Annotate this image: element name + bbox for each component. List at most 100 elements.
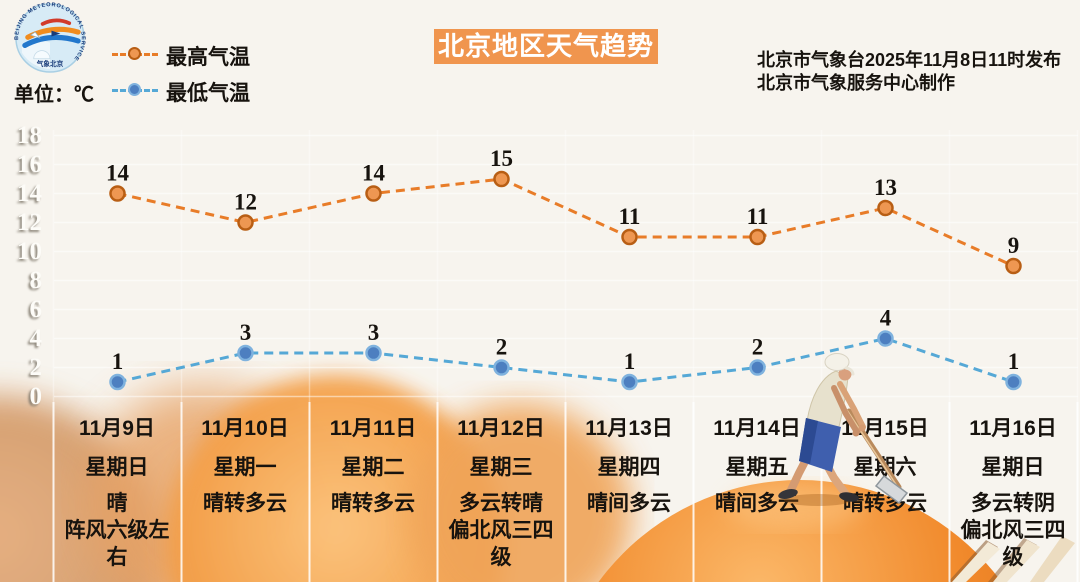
low-temp-point <box>877 330 894 347</box>
day-date: 11月16日 <box>969 417 1057 440</box>
big-orange <box>598 480 1002 582</box>
day-weather: 晴转多云 <box>203 492 287 515</box>
legend-high: 最高气温 <box>112 44 312 69</box>
y-tick-label: 18 <box>17 121 42 149</box>
day-column: 11月10日 星期一晴转多云 <box>181 0 309 582</box>
day-week: 星期二 <box>341 456 405 479</box>
meteorological-service-logo: BEIJING METEOROLOGICAL SERVICE 气象北京 <box>14 2 85 73</box>
day-date: 11月11日 <box>329 417 417 440</box>
day-columns: 11月9日 星期日晴 阵风六级左右 11月10日 星期一 晴转多云 11月11日 星期二 晴转… <box>53 0 1079 582</box>
point-value-label: 4 <box>880 306 892 331</box>
point-value-label: 11 <box>747 204 769 229</box>
person-shoe-right <box>839 492 859 502</box>
y-tick-label: 4 <box>29 324 43 352</box>
orange-highlight <box>725 481 865 529</box>
point-value-label: 2 <box>496 335 508 360</box>
day-weather: 多云转晴 偏北风三四级 <box>448 492 554 569</box>
point-value-label: 3 <box>240 320 252 345</box>
low-temp-point <box>109 373 126 391</box>
person-cap <box>824 353 850 371</box>
day-week: 星期五 <box>725 456 789 479</box>
legend-high-label: 最高气温 <box>166 46 250 69</box>
mop-pole <box>846 408 902 490</box>
point-value-label: 3 <box>368 320 380 345</box>
point-value-label: 14 <box>362 161 386 186</box>
day-week: 星期四 <box>597 456 661 479</box>
legend-low: 最低气温 <box>112 80 312 105</box>
unit-label: 单位：℃ <box>14 84 94 106</box>
high-temp-point <box>1005 257 1022 275</box>
high-temp-point <box>237 214 254 231</box>
y-tick-label: 16 <box>17 150 42 178</box>
low-marker-icon <box>128 83 141 96</box>
low-temp-point <box>493 359 510 376</box>
point-value-label: 1 <box>624 349 636 374</box>
point-value-label: 11 <box>619 204 641 229</box>
day-column: 11月14日 星期五晴间多云 <box>693 0 821 582</box>
y-tick-label: 2 <box>29 353 43 381</box>
day-date: 11月14日 <box>713 417 801 440</box>
day-column: 11月12日 星期三多云转晴 偏北风三四级 <box>437 0 565 582</box>
point-value-label: 15 <box>490 146 513 171</box>
blurred-orange-mid <box>408 403 632 582</box>
y-tick-label: 6 <box>29 295 43 323</box>
low-temp-point <box>621 373 638 391</box>
logo-bottom-text: 气象北京 <box>36 59 64 68</box>
publisher-line2: 北京市气象服务中心制作 <box>757 73 955 93</box>
high-temp-point <box>109 185 126 202</box>
point-value-label: 13 <box>874 175 897 200</box>
low-temp-line <box>117 336 1014 384</box>
day-weather: 晴 阵风六级左右 <box>64 492 170 569</box>
point-value-label: 2 <box>752 335 764 360</box>
day-week: 星期三 <box>469 456 533 479</box>
day-column: 11月9日星期日晴 阵风六级左右 <box>53 0 181 582</box>
day-week: 星期日 <box>85 456 149 479</box>
person-head <box>838 367 852 381</box>
day-date: 11月13日 <box>585 417 673 440</box>
point-value-label: 14 <box>106 161 130 186</box>
high-marker-icon <box>128 47 141 60</box>
point-value-label: 12 <box>234 190 257 215</box>
day-weather: 晴转多云 <box>843 492 927 515</box>
day-weather: 晴间多云 <box>715 492 799 515</box>
y-tick-label: 0 <box>29 382 43 410</box>
day-date: 11月9日 <box>79 417 155 440</box>
mop-head <box>874 474 909 505</box>
low-temp-point <box>365 344 382 362</box>
day-column: 11月13日 星期四晴间多云 <box>565 0 693 582</box>
y-tick-label: 10 <box>17 237 42 265</box>
day-weather: 晴转多云 <box>331 492 415 515</box>
person-near-arm <box>837 381 866 430</box>
publisher-line1: 北京市气象台2025年11月8日11时发布 <box>757 50 1062 70</box>
person-far-arm <box>831 385 860 435</box>
high-temp-point <box>749 228 766 246</box>
day-week: 星期一 <box>213 456 277 479</box>
day-date: 11月10日 <box>201 417 289 440</box>
low-temp-point <box>237 344 254 362</box>
day-date: 11月12日 <box>457 417 545 440</box>
low-temp-point <box>1005 373 1022 391</box>
y-tick-label: 14 <box>17 179 42 207</box>
high-temp-point <box>621 228 638 246</box>
y-tick-label: 12 <box>17 208 42 236</box>
high-temp-point <box>877 199 894 217</box>
day-week: 星期日 <box>981 456 1045 479</box>
day-weather: 晴间多云 <box>587 492 671 515</box>
ladder <box>948 536 1075 582</box>
point-value-label: 1 <box>112 349 124 374</box>
page-title: 北京地区天气趋势 <box>434 29 658 64</box>
person-shoe-left <box>778 489 798 499</box>
high-temp-point <box>493 170 510 188</box>
day-weather: 多云转阴 偏北风三四级 <box>960 492 1066 569</box>
day-column: 11月11日 星期二晴转多云 <box>309 0 437 582</box>
low-temp-point <box>749 359 766 376</box>
point-value-label: 9 <box>1008 233 1020 258</box>
legend-low-label: 最低气温 <box>166 82 250 105</box>
high-temp-line <box>117 177 1015 268</box>
day-column: 11月16日 星期日多云转阴 偏北风三四级 <box>949 0 1077 582</box>
high-temp-point <box>365 185 382 202</box>
